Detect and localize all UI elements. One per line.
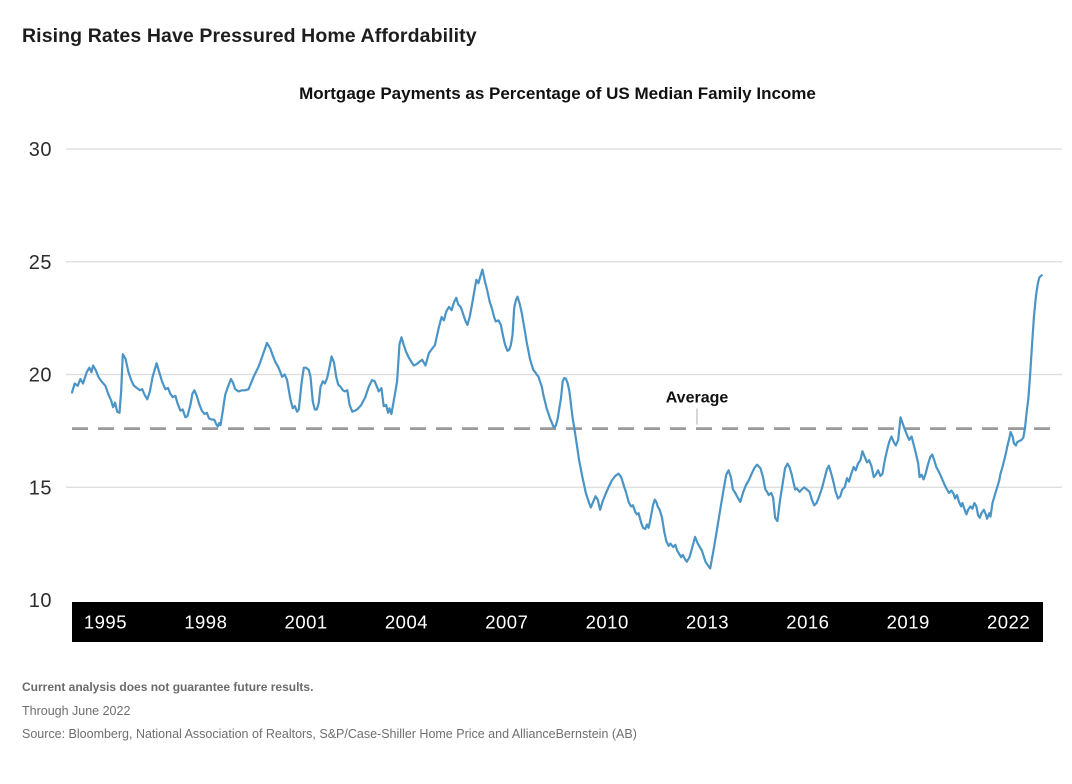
page-title: Rising Rates Have Pressured Home Afforda… [22,25,477,47]
average-label: Average [666,390,729,407]
gridlines [66,148,1062,488]
y-axis-label: 15 [29,477,52,499]
y-axis-label: 30 [29,139,52,161]
x-axis-year-label: 2022 [987,612,1030,633]
x-axis-band [72,602,1043,642]
footnote-period: Through June 2022 [22,704,131,718]
y-axis-labels: 10 15 20 25 30 [29,139,52,612]
x-axis-year-label: 2001 [285,612,328,633]
x-axis-year-label: 2004 [385,612,428,633]
x-axis-year-label: 2013 [686,612,729,633]
chart-title: Mortgage Payments as Percentage of US Me… [299,84,816,103]
x-axis-year-label: 1995 [84,612,127,633]
x-axis-year-label: 2019 [887,612,930,633]
x-axis-year-label: 2007 [485,612,528,633]
y-axis-label: 25 [29,252,52,274]
x-axis-year-labels: 1995 1998 2001 2004 2007 2010 2013 2016 2019 2022 [84,612,1030,633]
affordability-line [70,268,1043,570]
x-axis-year-label: 1998 [184,612,227,633]
y-axis-label: 10 [29,590,52,612]
x-axis-year-label: 2010 [586,612,629,633]
footnote-source: Source: Bloomberg, National Association … [22,727,637,741]
footnote-disclaimer: Current analysis does not guarantee futu… [22,680,314,694]
x-axis-year-label: 2016 [786,612,829,633]
y-axis-label: 20 [29,365,52,387]
